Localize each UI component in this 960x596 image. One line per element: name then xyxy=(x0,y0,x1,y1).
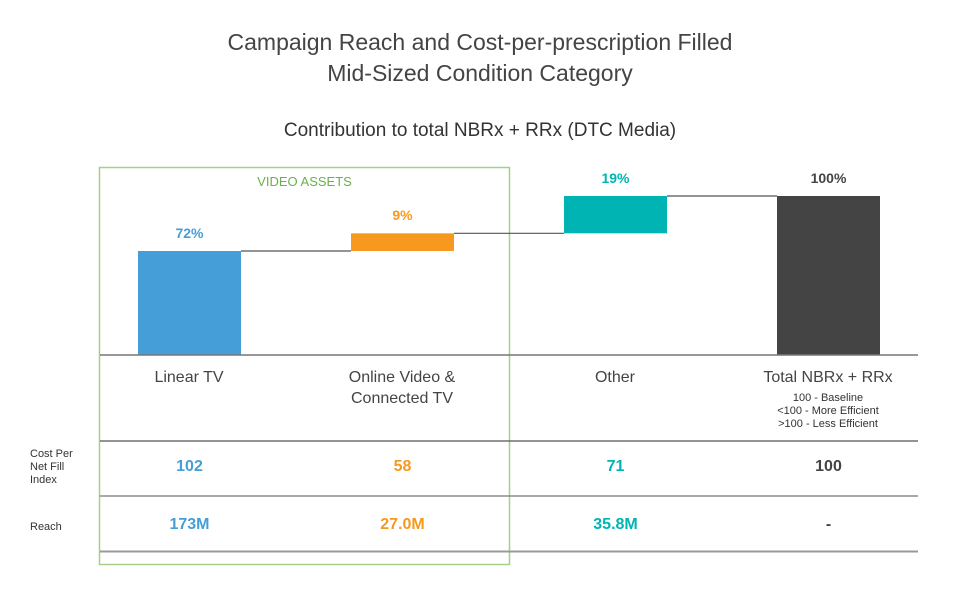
bar-linear-tv xyxy=(138,251,241,355)
data-label-other: 19% xyxy=(601,170,630,186)
category-label-other: Other xyxy=(515,367,715,388)
reach-value-linear-tv: 173M xyxy=(169,516,210,533)
category-label-online-video: Online Video & Connected TV xyxy=(302,367,502,409)
video-assets-group-box xyxy=(98,166,511,566)
row-label-reach: Reach xyxy=(30,521,62,534)
category-label-line: Total NBRx + RRx xyxy=(763,369,893,386)
reach-value-online-video: 27.0M xyxy=(380,516,425,533)
index-note-line: <100 - More Efficient xyxy=(777,405,879,417)
category-label-total: Total NBRx + RRx xyxy=(728,367,928,388)
index-note-line: >100 - Less Efficient xyxy=(778,418,878,430)
category-label-line: Online Video & xyxy=(348,369,456,386)
cost-index-value-online-video: 58 xyxy=(393,458,412,475)
row-label-line: Reach xyxy=(30,521,62,533)
data-label-total: 100% xyxy=(810,170,847,186)
chart-subtitle: Contribution to total NBRx + RRx (DTC Me… xyxy=(283,120,677,141)
category-label-line: Linear TV xyxy=(154,369,224,386)
category-label-linear-tv: Linear TV xyxy=(89,367,289,388)
bar-online-video xyxy=(351,233,454,251)
row-label-line: Net Fill xyxy=(30,461,65,473)
data-label-online-video: 9% xyxy=(392,207,413,224)
cost-index-value-linear-tv: 102 xyxy=(176,458,203,475)
bar-total xyxy=(777,196,880,355)
cost-index-value-total: 100 xyxy=(815,458,842,475)
index-note: 100 - Baseline <100 - More Efficient >10… xyxy=(728,392,928,431)
row-label-line: Cost Per xyxy=(30,448,73,460)
reach-value-total: - xyxy=(825,516,832,533)
category-label-line: Other xyxy=(594,369,635,386)
chart-title: Campaign Reach and Cost-per-prescription… xyxy=(227,29,733,55)
bar-other xyxy=(564,196,667,234)
chart-title-line2: Mid-Sized Condition Category xyxy=(327,60,633,86)
row-label-cost-index: Cost Per Net Fill Index xyxy=(30,448,73,487)
data-label-linear-tv: 72% xyxy=(175,225,204,241)
cost-index-value-other: 71 xyxy=(606,458,625,475)
reach-value-other: 35.8M xyxy=(593,516,638,533)
index-note-line: 100 - Baseline xyxy=(792,392,864,404)
category-label-line: Connected TV xyxy=(351,390,453,407)
video-assets-label: VIDEO ASSETS xyxy=(257,174,352,189)
row-label-line: Index xyxy=(30,474,57,486)
